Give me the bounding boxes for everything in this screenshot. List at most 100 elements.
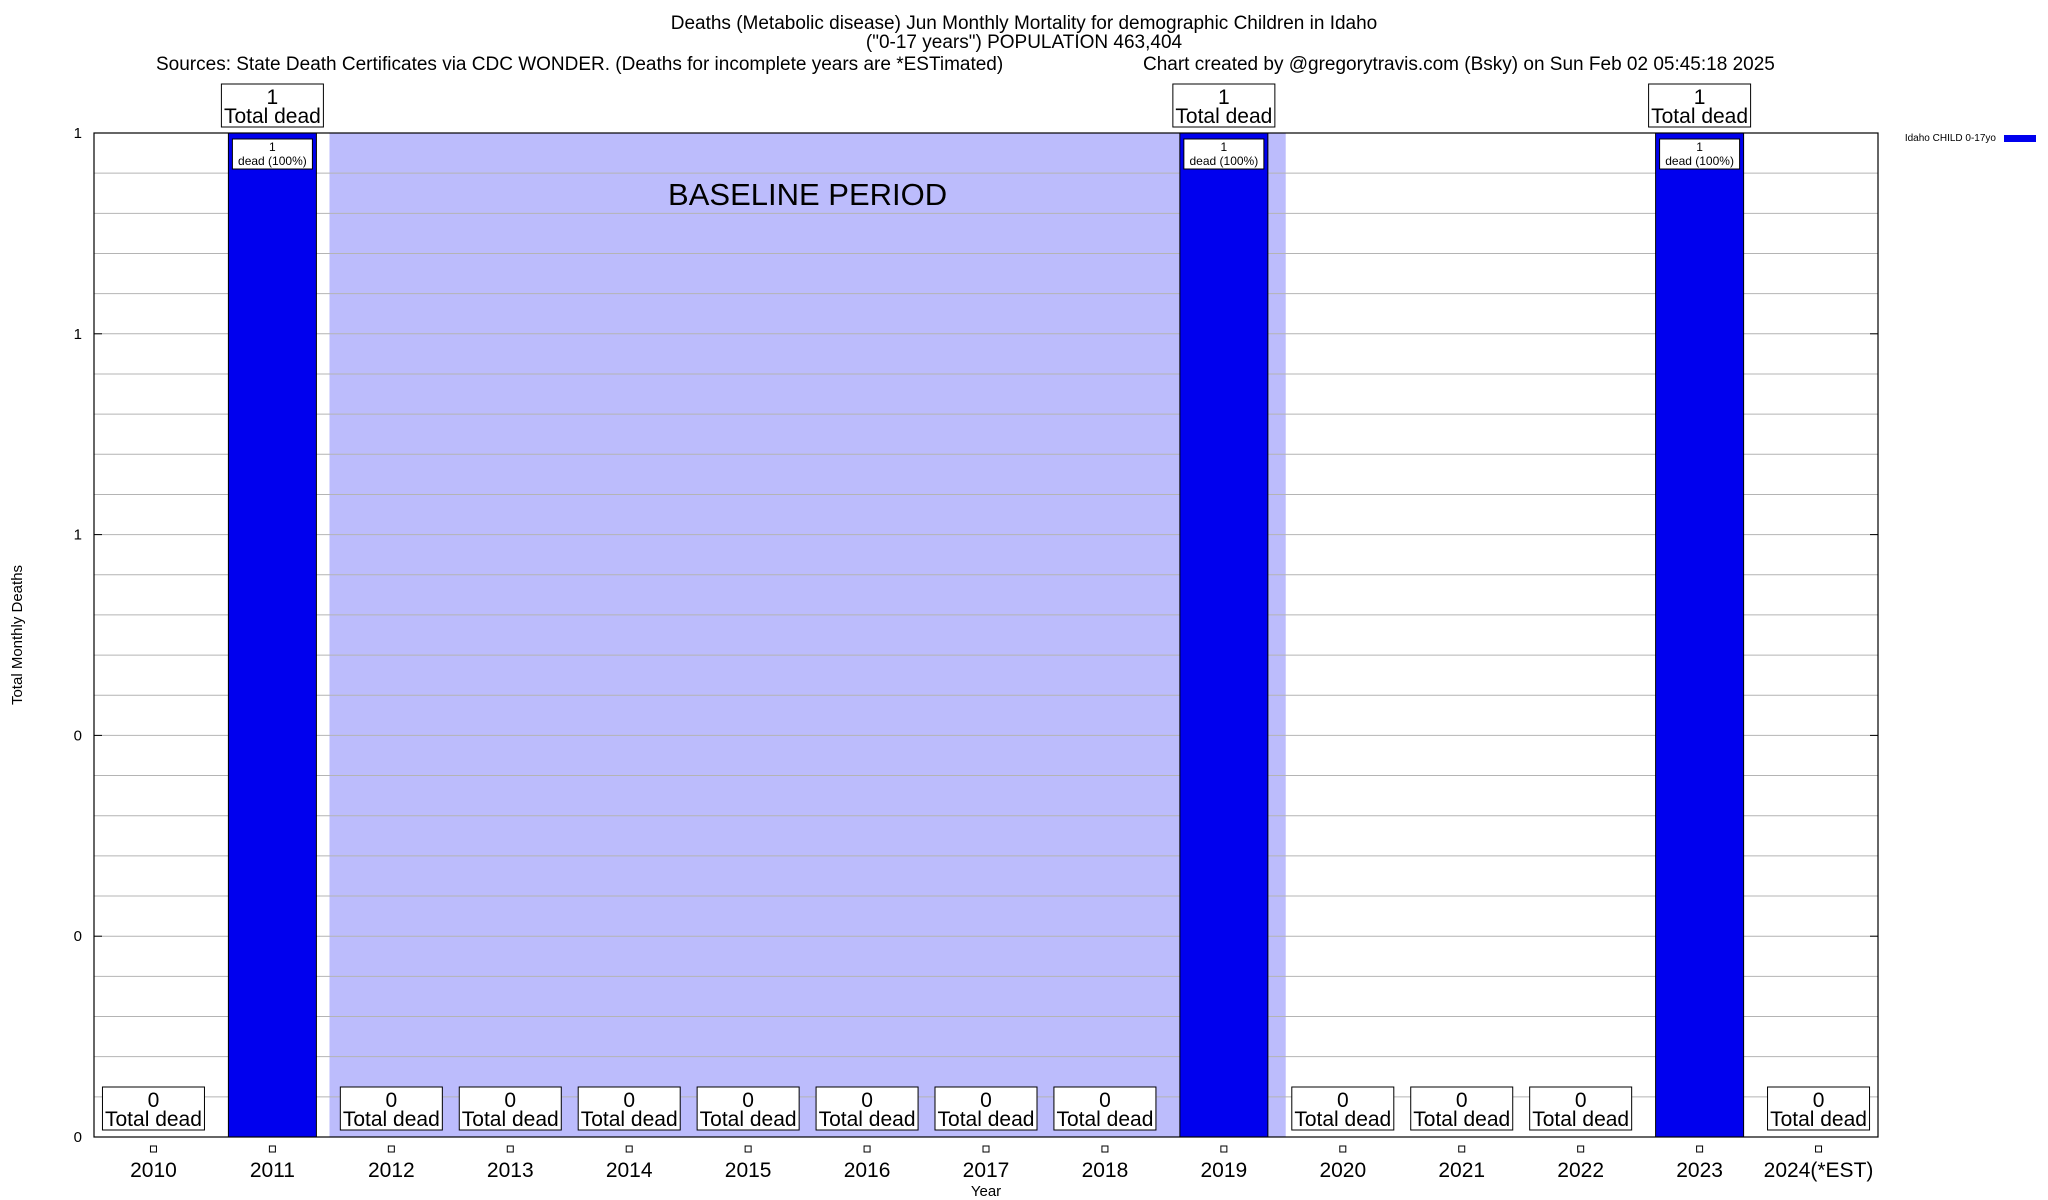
x-tick-label: 2016 (844, 1159, 891, 1182)
total-label-box (1053, 1086, 1157, 1131)
total-label-box (577, 1086, 681, 1131)
total-label-text: Total dead (1770, 1108, 1867, 1131)
chart-title: Deaths (Metabolic disease) Jun Monthly M… (670, 13, 1378, 34)
total-label-box (339, 1086, 443, 1131)
x-tick-marker (1220, 1145, 1228, 1153)
total-label-text: Total dead (1413, 1108, 1510, 1131)
total-label-text: Total dead (1294, 1108, 1391, 1131)
x-tick-label: 2013 (487, 1159, 534, 1182)
total-label-text: Total dead (581, 1108, 678, 1131)
inner-label-box (1183, 138, 1265, 170)
y-tick-label: 0 (74, 928, 82, 945)
total-label-value: 0 (504, 1089, 516, 1112)
x-tick-label: 2015 (725, 1159, 772, 1182)
total-label-box (101, 1086, 205, 1131)
total-label-value: 0 (385, 1089, 397, 1112)
total-label-value: 0 (980, 1089, 992, 1112)
sources-note: Sources: State Death Certificates via CD… (156, 54, 1004, 75)
total-label-value: 0 (623, 1089, 635, 1112)
total-label-value: 0 (861, 1089, 873, 1112)
x-tick-label: 2020 (1319, 1159, 1366, 1182)
total-label-box (696, 1086, 800, 1131)
inner-label-text: dead (100%) (1190, 154, 1259, 168)
total-label-value: 1 (267, 86, 279, 109)
total-label-text: Total dead (105, 1108, 202, 1131)
total-label-box (1172, 83, 1276, 128)
total-label-value: 0 (1456, 1089, 1468, 1112)
total-label-text: Total dead (1651, 105, 1748, 128)
x-tick-marker (744, 1145, 752, 1153)
total-label-text: Total dead (1056, 1108, 1153, 1131)
inner-label-value: 1 (1221, 140, 1228, 154)
y-axis-title: Total Monthly Deaths (9, 565, 26, 705)
y-tick-label: 0 (74, 727, 82, 744)
total-label-box (1410, 1086, 1514, 1131)
inner-label-box (1659, 138, 1741, 170)
total-label-box (934, 1086, 1038, 1131)
credit-note: Chart created by @gregorytravis.com (Bsk… (1143, 54, 1775, 75)
total-label-value: 0 (1337, 1089, 1349, 1112)
inner-label-text: dead (100%) (1665, 154, 1734, 168)
total-label-box (220, 83, 324, 128)
inner-label-text: dead (100%) (238, 154, 307, 168)
total-label-text: Total dead (343, 1108, 440, 1131)
x-tick-label: 2011 (250, 1159, 295, 1182)
x-tick-marker (268, 1145, 276, 1153)
inner-label-value: 1 (269, 140, 276, 154)
total-label-value: 1 (1218, 86, 1230, 109)
y-tick-label: 1 (74, 326, 82, 343)
x-tick-label: 2024(*EST) (1764, 1159, 1874, 1182)
x-tick-marker (982, 1145, 990, 1153)
legend-label: Idaho CHILD 0-17yo (1905, 133, 1997, 144)
total-label-box (1767, 1086, 1871, 1131)
x-tick-marker (1696, 1145, 1704, 1153)
x-tick-marker (863, 1145, 871, 1153)
total-label-text: Total dead (1175, 105, 1272, 128)
bar (1179, 132, 1269, 1138)
x-tick-marker (149, 1145, 157, 1153)
total-label-text: Total dead (1532, 1108, 1629, 1131)
x-tick-label: 2010 (130, 1159, 177, 1182)
total-label-box (458, 1086, 562, 1131)
total-label-value: 0 (1099, 1089, 1111, 1112)
total-label-box (815, 1086, 919, 1131)
y-tick-label: 1 (74, 527, 82, 544)
bar (1655, 132, 1745, 1138)
x-tick-marker (625, 1145, 633, 1153)
total-label-value: 0 (742, 1089, 754, 1112)
total-label-text: Total dead (938, 1108, 1035, 1131)
plot-border (93, 132, 1879, 1138)
inner-label-value: 1 (1696, 140, 1703, 154)
x-tick-label: 2017 (963, 1159, 1010, 1182)
baseline-period-label: BASELINE PERIOD (668, 177, 947, 212)
y-tick-label: 1 (74, 125, 82, 142)
x-tick-label: 2012 (368, 1159, 415, 1182)
y-tick-label: 0 (74, 1129, 82, 1146)
total-label-value: 0 (1813, 1089, 1825, 1112)
total-label-box (1291, 1086, 1395, 1131)
x-tick-marker (1339, 1145, 1347, 1153)
total-label-value: 1 (1694, 86, 1706, 109)
x-tick-label: 2014 (606, 1159, 653, 1182)
total-label-box (1648, 83, 1752, 128)
x-tick-label: 2019 (1201, 1159, 1248, 1182)
inner-label-box (231, 138, 313, 170)
chart-subtitle: ("0-17 years") POPULATION 463,404 (865, 32, 1183, 53)
x-tick-marker (1577, 1145, 1585, 1153)
total-label-box (1529, 1086, 1633, 1131)
total-label-text: Total dead (700, 1108, 797, 1131)
total-label-text: Total dead (819, 1108, 916, 1131)
bar (227, 132, 317, 1138)
x-tick-marker (1101, 1145, 1109, 1153)
total-label-value: 0 (1575, 1089, 1587, 1112)
total-label-text: Total dead (224, 105, 321, 128)
x-tick-label: 2018 (1082, 1159, 1129, 1182)
x-tick-label: 2021 (1438, 1159, 1485, 1182)
x-tick-label: 2023 (1676, 1159, 1723, 1182)
legend-swatch (2004, 135, 2036, 142)
x-tick-marker (1458, 1145, 1466, 1153)
x-tick-marker (387, 1145, 395, 1153)
x-axis-title: Year (971, 1183, 1001, 1200)
